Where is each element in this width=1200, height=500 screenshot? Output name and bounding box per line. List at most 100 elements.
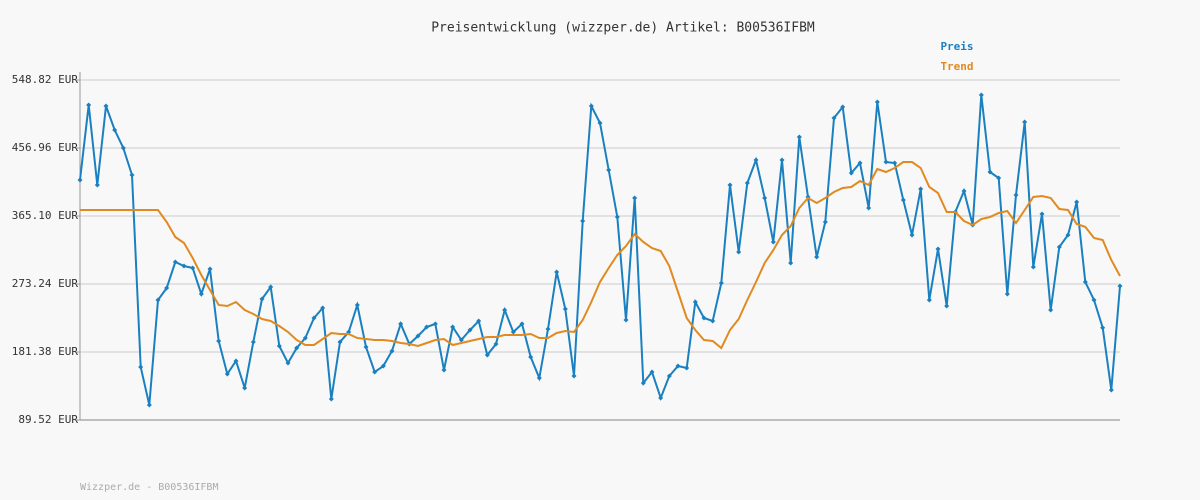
point-marker — [337, 339, 343, 345]
point-marker — [718, 280, 724, 286]
point-marker — [770, 239, 776, 245]
point-marker — [944, 303, 950, 309]
point-marker — [831, 115, 837, 121]
point-marker — [822, 219, 828, 225]
point-marker — [398, 321, 404, 327]
point-marker — [814, 254, 820, 260]
point-marker — [961, 188, 967, 194]
point-marker — [597, 120, 603, 126]
point-marker — [268, 284, 274, 290]
point-marker — [172, 259, 178, 265]
point-marker — [432, 321, 438, 327]
point-marker — [987, 169, 993, 175]
point-marker — [614, 214, 620, 220]
point-marker — [311, 315, 317, 321]
point-marker — [1004, 291, 1010, 297]
point-marker — [250, 339, 256, 345]
point-marker — [294, 345, 300, 351]
point-marker — [415, 333, 421, 339]
point-marker — [320, 305, 326, 311]
point-marker — [675, 363, 681, 369]
point-marker — [623, 317, 629, 323]
point-marker — [580, 218, 586, 224]
series-line — [80, 161, 1121, 350]
point-marker — [874, 99, 880, 105]
point-marker — [181, 263, 187, 269]
chart-title: Preisentwicklung (wizzper.de) Artikel: B… — [431, 21, 815, 36]
point-marker — [424, 324, 430, 330]
point-marker — [450, 324, 456, 330]
point-marker — [926, 297, 932, 303]
point-marker — [441, 367, 447, 373]
point-marker — [753, 157, 759, 163]
point-marker — [692, 299, 698, 305]
point-marker — [1117, 283, 1123, 289]
point-marker — [528, 354, 534, 360]
point-marker — [1082, 279, 1088, 285]
point-marker — [1100, 325, 1106, 331]
point-marker — [736, 249, 742, 255]
point-marker — [259, 296, 265, 302]
point-marker — [796, 134, 802, 140]
point-marker — [276, 343, 282, 349]
point-marker — [744, 180, 750, 186]
point-marker — [606, 167, 612, 173]
y-tick-label: 365.10 EUR — [12, 209, 79, 222]
point-marker — [649, 369, 655, 375]
point-marker — [900, 197, 906, 203]
point-marker — [129, 172, 135, 178]
point-marker — [380, 363, 386, 369]
point-marker — [103, 103, 109, 109]
point-marker — [554, 269, 560, 275]
point-marker — [918, 186, 924, 192]
point-marker — [536, 375, 542, 381]
point-marker — [684, 365, 690, 371]
point-marker — [86, 102, 92, 108]
point-marker — [1074, 199, 1080, 205]
point-marker — [190, 265, 196, 271]
point-marker — [545, 326, 551, 332]
point-marker — [710, 318, 716, 324]
point-marker — [632, 195, 638, 201]
point-marker — [666, 373, 672, 379]
point-marker — [519, 321, 525, 327]
point-marker — [484, 352, 490, 358]
point-marker — [658, 395, 664, 401]
point-marker — [493, 341, 499, 347]
point-marker — [242, 385, 248, 391]
point-marker — [762, 195, 768, 201]
point-marker — [640, 380, 646, 386]
point-marker — [510, 329, 516, 335]
point-marker — [112, 127, 118, 133]
point-marker — [372, 369, 378, 375]
point-marker — [363, 344, 369, 350]
point-marker — [354, 302, 360, 308]
point-marker — [502, 307, 508, 313]
point-marker — [571, 373, 577, 379]
point-marker — [467, 327, 473, 333]
y-tick-label: 89.52 EUR — [18, 413, 78, 426]
point-marker — [892, 160, 898, 166]
point-marker — [389, 348, 395, 354]
point-marker — [94, 182, 100, 188]
point-marker — [701, 315, 707, 321]
point-marker — [233, 358, 239, 364]
point-marker — [138, 364, 144, 370]
point-marker — [120, 145, 126, 151]
point-marker — [1108, 387, 1114, 393]
footer: Wizzper.de - B00536IFBM — [80, 482, 218, 493]
legend-label: Preis — [940, 40, 973, 53]
point-marker — [1022, 119, 1028, 125]
point-marker — [727, 182, 733, 188]
point-marker — [1091, 297, 1097, 303]
point-marker — [1048, 307, 1054, 313]
point-marker — [909, 232, 915, 238]
point-marker — [77, 177, 83, 183]
point-marker — [935, 246, 941, 252]
point-marker — [1013, 192, 1019, 198]
point-marker — [216, 338, 222, 344]
point-marker — [1065, 232, 1071, 238]
point-marker — [788, 260, 794, 266]
